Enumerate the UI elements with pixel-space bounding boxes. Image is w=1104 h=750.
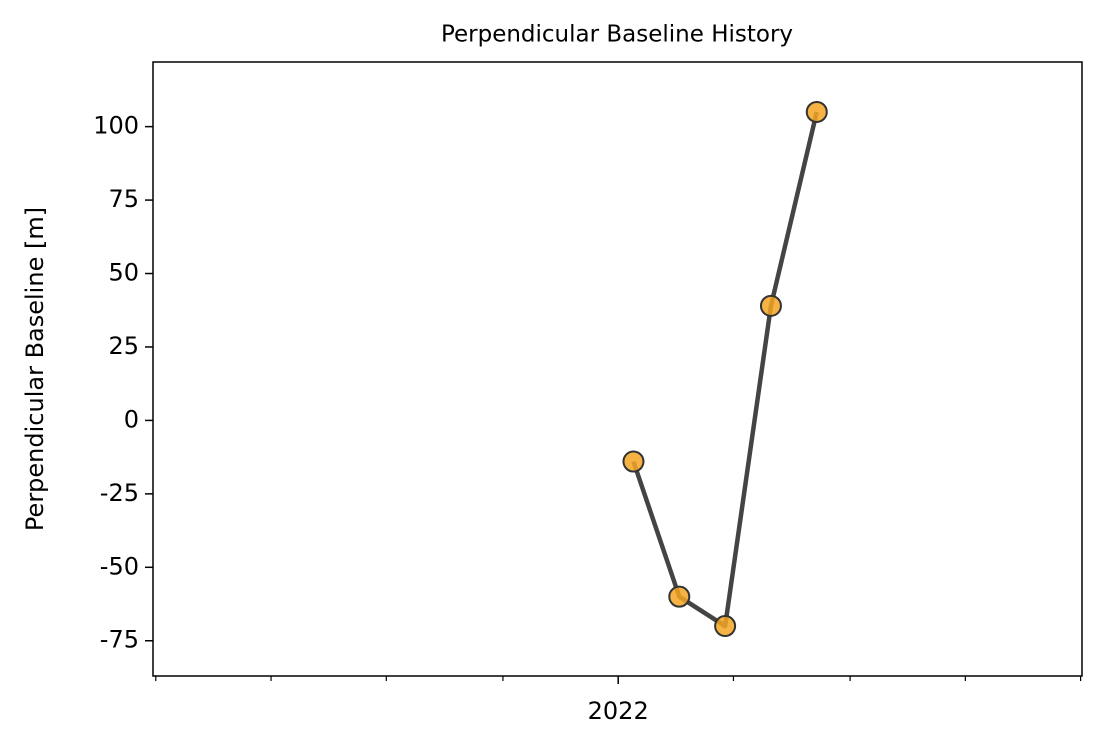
y-tick-label: 25 bbox=[108, 332, 139, 360]
data-point bbox=[714, 615, 737, 638]
y-tick-label: -25 bbox=[100, 479, 139, 507]
chart-title: Perpendicular Baseline History bbox=[441, 22, 793, 48]
y-axis-label: Perpendicular Baseline [m] bbox=[21, 207, 49, 531]
data-point bbox=[668, 585, 691, 608]
plot-frame bbox=[152, 61, 1083, 677]
series-line bbox=[631, 111, 819, 629]
data-point bbox=[805, 100, 828, 123]
y-tick-label: 50 bbox=[108, 259, 139, 287]
y-tick-label: -75 bbox=[100, 626, 139, 654]
data-point bbox=[622, 450, 645, 473]
x-tick-label: 2022 bbox=[588, 697, 649, 725]
y-tick-label: -50 bbox=[100, 552, 139, 580]
data-point bbox=[759, 294, 782, 317]
y-tick-label: 0 bbox=[124, 405, 139, 433]
y-tick-label: 75 bbox=[108, 185, 139, 213]
y-tick-label: 100 bbox=[93, 112, 139, 140]
